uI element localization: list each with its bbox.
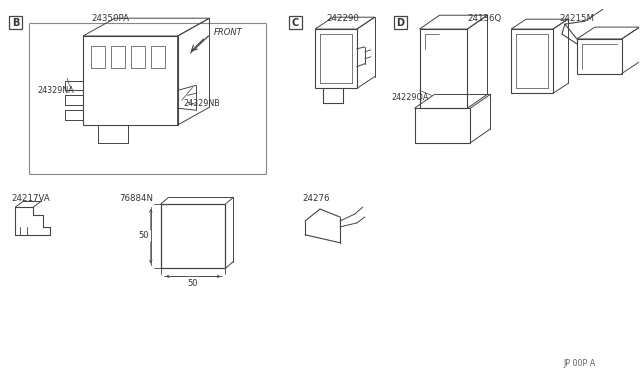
Text: D: D [396, 17, 404, 28]
Text: JP 00P A: JP 00P A [564, 359, 596, 368]
Bar [111, 46, 125, 68]
Bar [29, 23, 266, 174]
Bar [151, 46, 164, 68]
Bar [161, 204, 225, 269]
Bar [394, 16, 406, 29]
Text: C: C [292, 17, 300, 28]
Bar [511, 29, 553, 93]
Bar [91, 46, 105, 68]
Bar [10, 16, 22, 29]
Text: 24276: 24276 [302, 194, 330, 203]
Text: 50: 50 [138, 231, 148, 240]
Text: FRONT: FRONT [214, 28, 242, 37]
Bar [577, 39, 621, 74]
Text: 76884N: 76884N [119, 194, 153, 203]
Bar [415, 108, 470, 143]
Text: 24215M: 24215M [559, 14, 594, 23]
Text: 24136Q: 24136Q [467, 14, 502, 23]
Text: 24217VA: 24217VA [12, 194, 50, 203]
Text: B: B [12, 17, 19, 28]
Bar [83, 36, 178, 125]
Text: 50: 50 [188, 279, 198, 288]
Bar [315, 29, 357, 89]
Bar [131, 46, 145, 68]
Text: 24329NA: 24329NA [37, 86, 74, 96]
Bar [289, 16, 302, 29]
Text: 242290: 242290 [326, 14, 359, 23]
Text: 24350PA: 24350PA [91, 14, 129, 23]
Text: 24329NB: 24329NB [184, 99, 220, 108]
Bar [420, 29, 467, 108]
Text: 24229QA: 24229QA [392, 93, 429, 102]
